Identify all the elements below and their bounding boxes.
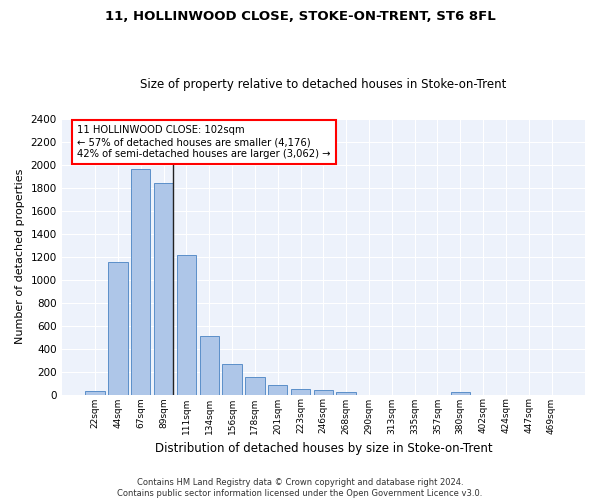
Bar <box>108 262 128 394</box>
Bar <box>268 386 287 394</box>
Bar <box>337 392 356 394</box>
Bar <box>131 169 151 394</box>
Text: Contains HM Land Registry data © Crown copyright and database right 2024.
Contai: Contains HM Land Registry data © Crown c… <box>118 478 482 498</box>
Bar <box>154 183 173 394</box>
Bar <box>245 376 265 394</box>
Y-axis label: Number of detached properties: Number of detached properties <box>15 169 25 344</box>
Bar <box>85 391 105 394</box>
Title: Size of property relative to detached houses in Stoke-on-Trent: Size of property relative to detached ho… <box>140 78 506 91</box>
Bar <box>223 364 242 394</box>
Bar <box>200 336 219 394</box>
Bar <box>291 389 310 394</box>
Bar <box>314 390 333 394</box>
Text: 11 HOLLINWOOD CLOSE: 102sqm
← 57% of detached houses are smaller (4,176)
42% of : 11 HOLLINWOOD CLOSE: 102sqm ← 57% of det… <box>77 126 331 158</box>
Bar <box>451 392 470 394</box>
Bar <box>177 256 196 394</box>
X-axis label: Distribution of detached houses by size in Stoke-on-Trent: Distribution of detached houses by size … <box>155 442 492 455</box>
Text: 11, HOLLINWOOD CLOSE, STOKE-ON-TRENT, ST6 8FL: 11, HOLLINWOOD CLOSE, STOKE-ON-TRENT, ST… <box>104 10 496 23</box>
